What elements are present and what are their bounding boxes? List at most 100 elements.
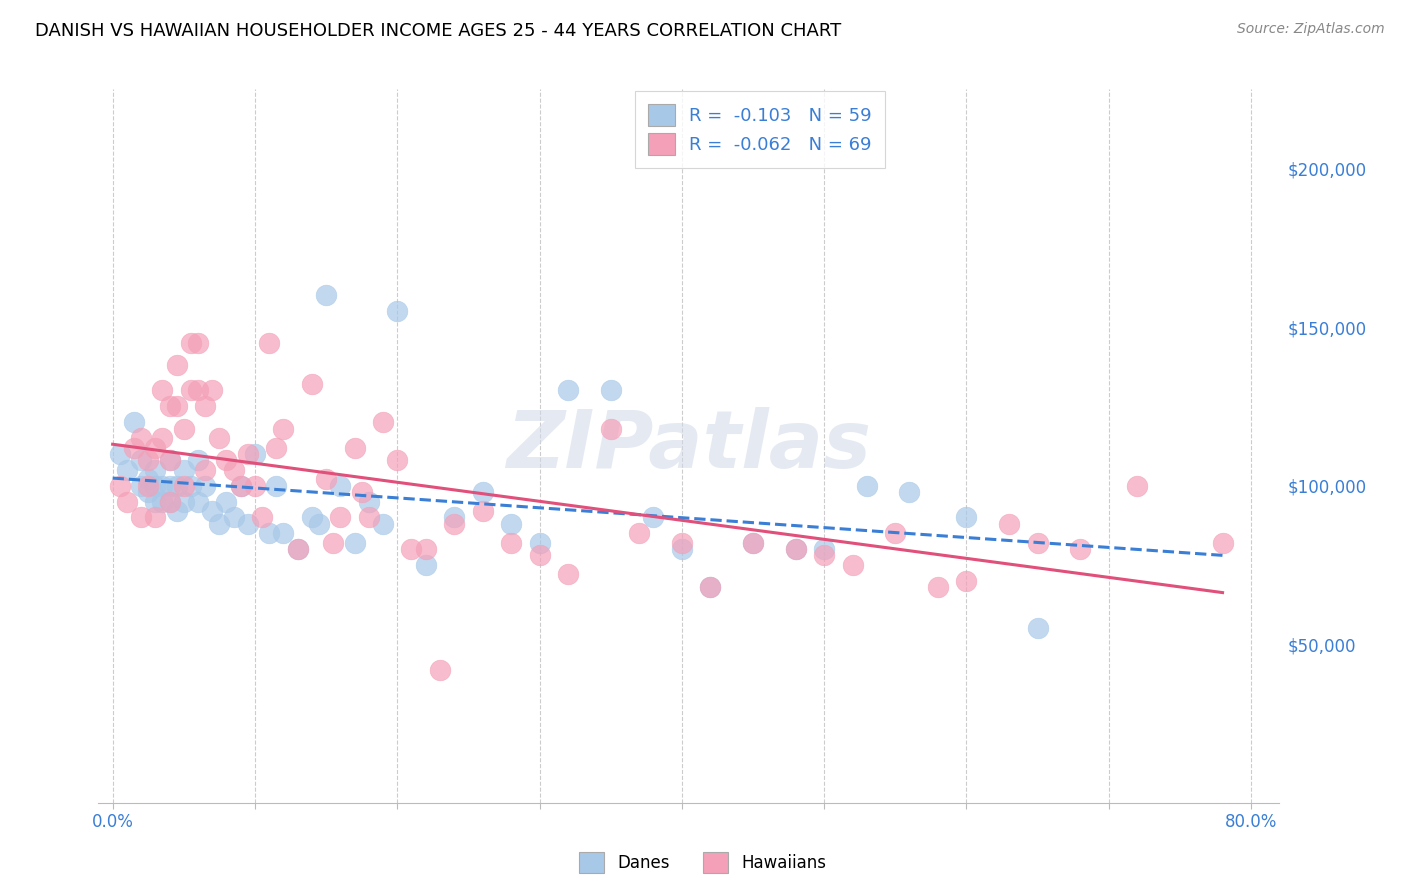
Point — [785, 542, 807, 557]
Point — [180, 384, 202, 398]
Point — [173, 494, 195, 508]
Point — [159, 453, 181, 467]
Point — [187, 494, 209, 508]
Point — [443, 516, 465, 531]
Point — [222, 463, 245, 477]
Point — [166, 400, 188, 414]
Point — [443, 510, 465, 524]
Point — [387, 304, 409, 318]
Point — [180, 335, 202, 350]
Point — [343, 535, 366, 549]
Point — [250, 510, 273, 524]
Point — [785, 542, 807, 557]
Point — [287, 542, 309, 557]
Point — [236, 447, 259, 461]
Point — [671, 535, 693, 549]
Point — [671, 542, 693, 557]
Point — [166, 478, 188, 492]
Point — [557, 567, 579, 582]
Point — [152, 478, 174, 492]
Point — [699, 580, 721, 594]
Point — [215, 494, 238, 508]
Point — [115, 463, 138, 477]
Point — [152, 494, 174, 508]
Point — [143, 478, 166, 492]
Point — [371, 516, 394, 531]
Point — [108, 447, 131, 461]
Point — [371, 415, 394, 429]
Point — [129, 510, 152, 524]
Point — [215, 453, 238, 467]
Point — [236, 516, 259, 531]
Point — [159, 478, 181, 492]
Point — [1026, 535, 1049, 549]
Point — [884, 526, 907, 541]
Point — [599, 421, 621, 435]
Point — [143, 510, 166, 524]
Point — [742, 535, 765, 549]
Point — [813, 549, 835, 563]
Point — [499, 535, 522, 549]
Point — [955, 510, 977, 524]
Point — [136, 472, 159, 486]
Point — [136, 478, 159, 492]
Point — [343, 441, 366, 455]
Point — [1069, 542, 1091, 557]
Point — [122, 441, 145, 455]
Point — [557, 384, 579, 398]
Point — [229, 478, 252, 492]
Point — [129, 478, 152, 492]
Point — [187, 453, 209, 467]
Point — [529, 535, 551, 549]
Point — [1026, 621, 1049, 635]
Point — [257, 526, 280, 541]
Point — [415, 542, 437, 557]
Point — [273, 421, 295, 435]
Point — [322, 535, 344, 549]
Point — [159, 494, 181, 508]
Text: ZIPatlas: ZIPatlas — [506, 407, 872, 485]
Point — [357, 510, 380, 524]
Point — [529, 549, 551, 563]
Point — [266, 441, 288, 455]
Point — [187, 384, 209, 398]
Point — [194, 463, 217, 477]
Point — [152, 431, 174, 445]
Point — [159, 494, 181, 508]
Point — [329, 478, 352, 492]
Point — [201, 504, 224, 518]
Point — [143, 441, 166, 455]
Point — [208, 431, 231, 445]
Point — [387, 453, 409, 467]
Point — [856, 478, 879, 492]
Point — [628, 526, 651, 541]
Point — [1126, 478, 1149, 492]
Point — [222, 510, 245, 524]
Point — [429, 663, 451, 677]
Point — [108, 478, 131, 492]
Point — [229, 478, 252, 492]
Point — [329, 510, 352, 524]
Point — [243, 447, 266, 461]
Point — [143, 463, 166, 477]
Point — [315, 472, 337, 486]
Point — [201, 384, 224, 398]
Point — [129, 453, 152, 467]
Point — [401, 542, 423, 557]
Point — [173, 463, 195, 477]
Point — [208, 516, 231, 531]
Point — [357, 494, 380, 508]
Point — [471, 504, 494, 518]
Point — [599, 384, 621, 398]
Text: Source: ZipAtlas.com: Source: ZipAtlas.com — [1237, 22, 1385, 37]
Point — [173, 421, 195, 435]
Point — [643, 510, 665, 524]
Point — [266, 478, 288, 492]
Point — [955, 574, 977, 588]
Point — [166, 504, 188, 518]
Point — [194, 478, 217, 492]
Legend: Danes, Hawaiians: Danes, Hawaiians — [572, 846, 834, 880]
Point — [699, 580, 721, 594]
Point — [415, 558, 437, 572]
Point — [742, 535, 765, 549]
